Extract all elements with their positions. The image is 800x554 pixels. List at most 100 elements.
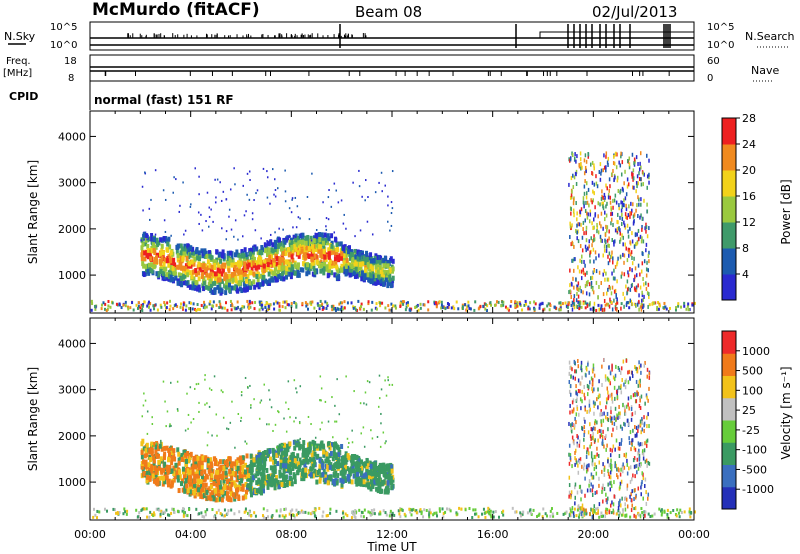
power-noise	[599, 177, 602, 182]
velocity-cell	[141, 438, 145, 444]
power-noise	[608, 188, 610, 193]
velocity-cell	[334, 441, 338, 447]
velocity-noise	[626, 486, 629, 491]
power-noise	[626, 177, 629, 182]
power-cell	[198, 267, 202, 273]
velocity-near-range	[629, 515, 632, 519]
power-noise	[612, 205, 614, 210]
power-noise	[611, 238, 613, 243]
velocity-noise	[631, 373, 634, 378]
velocity-cell	[241, 455, 245, 461]
power-noise	[598, 221, 601, 226]
power-noise	[576, 211, 578, 216]
velocity-cell	[318, 464, 322, 470]
velocity-cell	[362, 482, 366, 488]
power-cell	[290, 270, 294, 276]
velocity-near-range	[351, 510, 354, 514]
power-noise	[636, 302, 639, 307]
velocity-noise	[579, 506, 581, 511]
power-cell	[227, 282, 231, 288]
velocity-near-range	[248, 513, 251, 517]
power-near-range	[506, 307, 509, 311]
power-near-range	[423, 303, 426, 307]
velocity-cell	[282, 482, 286, 488]
velocity-near-range	[164, 510, 167, 514]
power-near-range	[103, 307, 106, 311]
power-near-range	[524, 299, 527, 303]
velocity-noise	[602, 499, 604, 504]
velocity-noise	[639, 422, 642, 427]
power-noise	[616, 219, 618, 224]
power-near-range	[362, 307, 365, 311]
power-near-range	[100, 307, 103, 311]
velocity-cell	[263, 449, 267, 455]
power-cell	[386, 283, 390, 289]
power-near-range	[434, 301, 437, 305]
velocity-noise	[596, 397, 598, 402]
velocity-cell	[302, 440, 306, 446]
velocity-cell	[325, 451, 329, 457]
velocity-cell	[333, 472, 337, 478]
power-cell	[169, 274, 173, 280]
power-noise	[631, 255, 633, 260]
velocity-cell	[363, 461, 367, 467]
power-cell	[140, 256, 144, 262]
nsky-step	[539, 31, 694, 38]
velocity-cell	[181, 487, 185, 493]
power-noise	[609, 286, 611, 291]
velocity-near-range	[322, 510, 325, 514]
velocity-cell	[153, 478, 157, 484]
power-noise	[646, 234, 649, 239]
power-noise	[574, 152, 576, 157]
power-cell	[187, 247, 191, 253]
velocity-noise	[595, 465, 598, 470]
velocity-near-range	[311, 511, 314, 515]
velocity-cell	[374, 472, 378, 478]
power-cell	[159, 237, 163, 243]
power-near-range	[477, 307, 480, 311]
power-cell	[202, 262, 206, 268]
power-noise	[607, 302, 610, 307]
power-near-range	[597, 303, 600, 307]
power-near-range	[435, 305, 438, 309]
velocity-cell	[225, 491, 229, 497]
velocity-near-range	[172, 507, 175, 511]
power-noise	[591, 287, 594, 292]
velocity-near-range	[93, 507, 96, 511]
velocity-near-range	[288, 512, 291, 516]
velocity-cell	[295, 442, 299, 448]
power-cell	[274, 240, 278, 246]
velocity-near-range	[153, 513, 156, 517]
velocity-cell	[177, 451, 181, 457]
power-noise	[610, 212, 612, 217]
power-noise	[641, 293, 644, 298]
power-near-range	[210, 307, 213, 311]
power-near-range	[656, 306, 659, 310]
velocity-near-range	[262, 515, 265, 519]
velocity-cell	[229, 463, 233, 469]
power-noise	[614, 175, 616, 180]
power-scatter	[179, 204, 181, 207]
power-noise	[627, 273, 630, 278]
power-cell	[330, 233, 334, 239]
power-scatter	[189, 205, 192, 208]
velocity-near-range	[538, 512, 541, 516]
power-near-range	[677, 304, 680, 308]
velocity-cell	[217, 492, 221, 498]
velocity-near-range	[397, 509, 400, 513]
power-cell	[391, 266, 395, 272]
power-cell	[179, 243, 183, 249]
power-noise	[585, 225, 588, 230]
velocity-noise	[585, 454, 588, 459]
power-noise	[575, 169, 578, 174]
power-noise	[641, 227, 643, 232]
velocity-scatter	[215, 413, 218, 416]
power-scatter	[225, 238, 227, 241]
power-scatter	[230, 228, 233, 231]
power-scatter	[387, 220, 389, 223]
velocity-cell	[344, 459, 348, 465]
velocity-cell	[256, 464, 260, 470]
power-near-range	[337, 307, 340, 311]
velocity-scatter	[314, 445, 317, 448]
